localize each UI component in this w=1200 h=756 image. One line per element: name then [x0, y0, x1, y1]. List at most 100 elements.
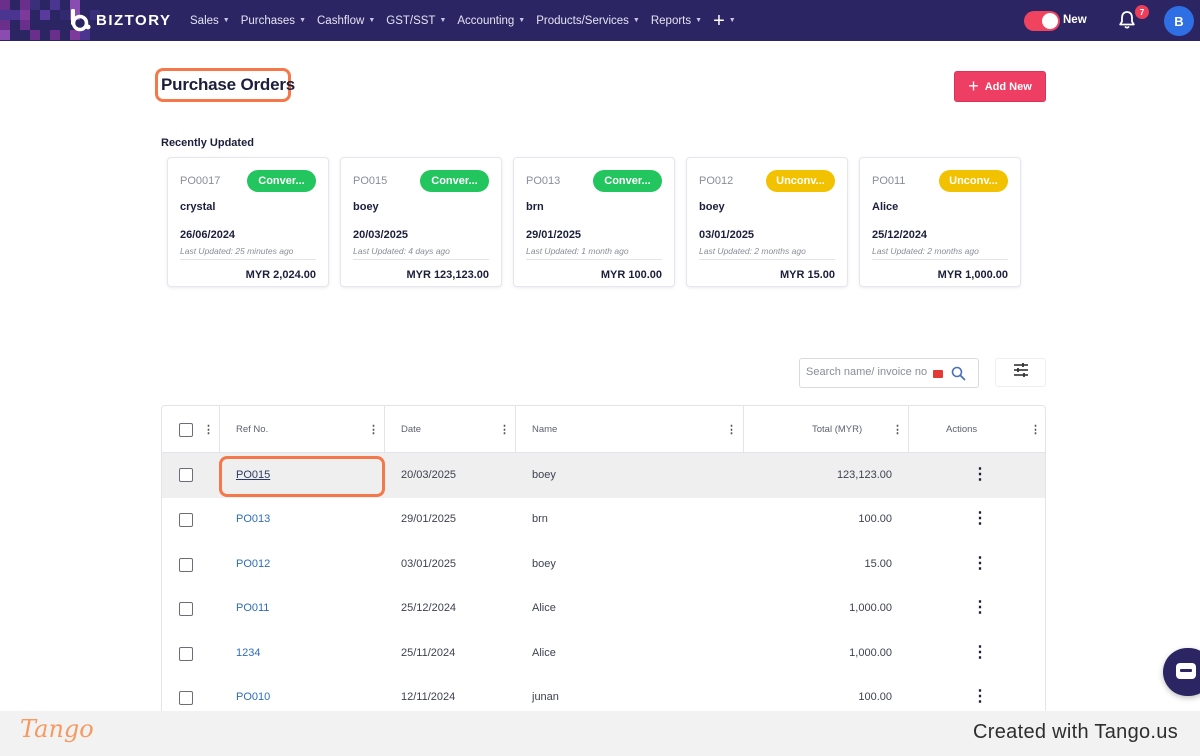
nav-label: Reports — [650, 14, 692, 27]
record-indicator-icon — [933, 370, 943, 378]
row-actions-menu-icon[interactable]: ⋮ — [972, 688, 988, 705]
card-ref: PO011 — [872, 175, 906, 187]
ref-link[interactable]: PO011 — [236, 602, 270, 614]
card-amount: MYR 100.00 — [600, 269, 662, 281]
header-date[interactable]: Date — [401, 424, 422, 435]
tango-footer: Tango Created with Tango.us — [0, 711, 1200, 756]
ref-link[interactable]: PO012 — [236, 558, 271, 570]
sliders-icon — [1012, 362, 1030, 383]
chevron-down-icon: ▼ — [222, 17, 230, 24]
header-name[interactable]: Name — [532, 424, 558, 435]
row-name: boey — [532, 558, 556, 570]
user-avatar[interactable]: B — [1164, 6, 1194, 36]
row-checkbox[interactable] — [179, 513, 193, 527]
nav-item-cashflow[interactable]: Cashflow ▼ — [317, 15, 375, 27]
top-navigation-bar: BIZTORY Sales ▼ Purchases ▼ Cashflow ▼ GST/… — [0, 0, 1200, 41]
nav-item-reports[interactable]: Reports ▼ — [651, 15, 702, 27]
card-last-updated: Last Updated: 4 days ago — [353, 246, 450, 256]
row-checkbox[interactable] — [179, 647, 193, 661]
table-row[interactable]: PO015 20/03/2025 boey 123,123.00 ⋮ — [162, 453, 1045, 498]
table-row[interactable]: PO013 29/01/2025 brn 100.00 ⋮ — [162, 498, 1045, 543]
table-row[interactable]: PO012 03/01/2025 boey 15.00 ⋮ — [162, 543, 1045, 588]
recent-card[interactable]: PO0017 Conver... crystal 26/06/2024 Last… — [167, 157, 329, 287]
status-badge: Unconv... — [939, 170, 1008, 192]
card-last-updated: Last Updated: 2 months ago — [699, 246, 806, 256]
card-last-updated: Last Updated: 25 minutes ago — [180, 246, 294, 256]
toggle-knob — [1042, 13, 1058, 29]
chat-support-button[interactable] — [1163, 648, 1200, 696]
card-ref: PO0017 — [180, 175, 221, 187]
add-new-button[interactable]: + Add New — [954, 71, 1046, 102]
header-ref-no[interactable]: Ref No. — [236, 424, 269, 435]
card-name: Alice — [872, 201, 899, 213]
nav-item-products-services[interactable]: Products/Services ▼ — [536, 15, 640, 27]
nav-item-accounting[interactable]: Accounting ▼ — [457, 15, 525, 27]
nav-item-gst-sst[interactable]: GST/SST ▼ — [386, 15, 446, 27]
row-total: 15.00 — [864, 558, 892, 570]
nav-item-purchases[interactable]: Purchases ▼ — [241, 15, 306, 27]
recent-card[interactable]: PO012 Unconv... boey 03/01/2025 Last Upd… — [686, 157, 848, 287]
ref-link[interactable]: PO010 — [236, 691, 271, 703]
table-row[interactable]: 1234 25/11/2024 Alice 1,000.00 ⋮ — [162, 632, 1045, 677]
row-name: brn — [532, 513, 548, 525]
header-actions: Actions — [946, 424, 978, 435]
toggle-label: New — [1063, 14, 1087, 26]
column-menu-icon[interactable]: ⋮ — [726, 424, 737, 436]
card-amount: MYR 1,000.00 — [937, 269, 1008, 281]
row-actions-menu-icon[interactable]: ⋮ — [972, 466, 988, 483]
table-row[interactable]: PO010 12/11/2024 junan 100.00 ⋮ — [162, 676, 1045, 714]
card-last-updated: Last Updated: 1 month ago — [526, 246, 629, 256]
ref-link[interactable]: PO013 — [236, 513, 271, 525]
search-box — [799, 358, 979, 388]
title-highlight-frame — [155, 68, 291, 102]
select-all-checkbox[interactable] — [179, 423, 193, 437]
app-name: BIZTORY — [96, 11, 172, 29]
nav-label: GST/SST — [386, 14, 436, 27]
row-actions-menu-icon[interactable]: ⋮ — [972, 644, 988, 661]
column-menu-icon[interactable]: ⋮ — [1030, 424, 1041, 436]
card-amount: MYR 15.00 — [779, 269, 835, 281]
row-actions-menu-icon[interactable]: ⋮ — [972, 599, 988, 616]
row-actions-menu-icon[interactable]: ⋮ — [972, 510, 988, 527]
table-row[interactable]: PO011 25/12/2024 Alice 1,000.00 ⋮ — [162, 587, 1045, 632]
card-last-updated: Last Updated: 2 months ago — [872, 246, 979, 256]
recent-card[interactable]: PO011 Unconv... Alice 25/12/2024 Last Up… — [859, 157, 1021, 287]
row-checkbox[interactable] — [179, 602, 193, 616]
column-menu-icon[interactable]: ⋮ — [368, 424, 379, 436]
row-checkbox[interactable] — [179, 468, 193, 482]
notification-bell-icon[interactable] — [1117, 10, 1137, 30]
card-date: 03/01/2025 — [699, 229, 755, 241]
row-date: 20/03/2025 — [401, 469, 457, 481]
ref-link[interactable]: PO015 — [236, 469, 271, 481]
column-menu-icon[interactable]: ⋮ — [892, 424, 903, 436]
recent-card[interactable]: PO013 Conver... brn 29/01/2025 Last Upda… — [513, 157, 675, 287]
row-total: 100.00 — [858, 513, 892, 525]
column-menu-icon[interactable]: ⋮ — [499, 424, 510, 436]
row-actions-menu-icon[interactable]: ⋮ — [972, 555, 988, 572]
column-menu-icon[interactable]: ⋮ — [203, 424, 214, 436]
filter-settings-button[interactable] — [995, 358, 1046, 387]
column-divider — [515, 406, 516, 453]
row-checkbox[interactable] — [179, 691, 193, 705]
chevron-down-icon: ▼ — [518, 17, 526, 24]
app-logo[interactable]: BIZTORY — [70, 8, 172, 32]
page-title: Purchase Orders — [161, 75, 296, 94]
recent-card[interactable]: PO015 Conver... boey 20/03/2025 Last Upd… — [340, 157, 502, 287]
nav-item-sales[interactable]: Sales ▼ — [190, 15, 230, 27]
row-checkbox[interactable] — [179, 558, 193, 572]
chat-icon — [1176, 663, 1196, 679]
plus-icon: + — [713, 9, 725, 32]
card-ref: PO013 — [526, 175, 561, 187]
ref-link[interactable]: 1234 — [236, 647, 261, 659]
row-date: 29/01/2025 — [401, 513, 457, 525]
search-input[interactable] — [806, 366, 934, 378]
card-ref: PO015 — [353, 175, 388, 187]
quick-add-menu[interactable]: + ▼ — [713, 11, 736, 31]
search-icon[interactable] — [951, 366, 966, 386]
biztory-logo-icon — [70, 8, 92, 32]
new-ui-toggle[interactable] — [1024, 11, 1060, 31]
chevron-down-icon: ▼ — [439, 17, 447, 24]
chevron-down-icon: ▼ — [299, 17, 306, 24]
header-total[interactable]: Total (MYR) — [812, 424, 863, 435]
card-ref: PO012 — [699, 175, 734, 187]
